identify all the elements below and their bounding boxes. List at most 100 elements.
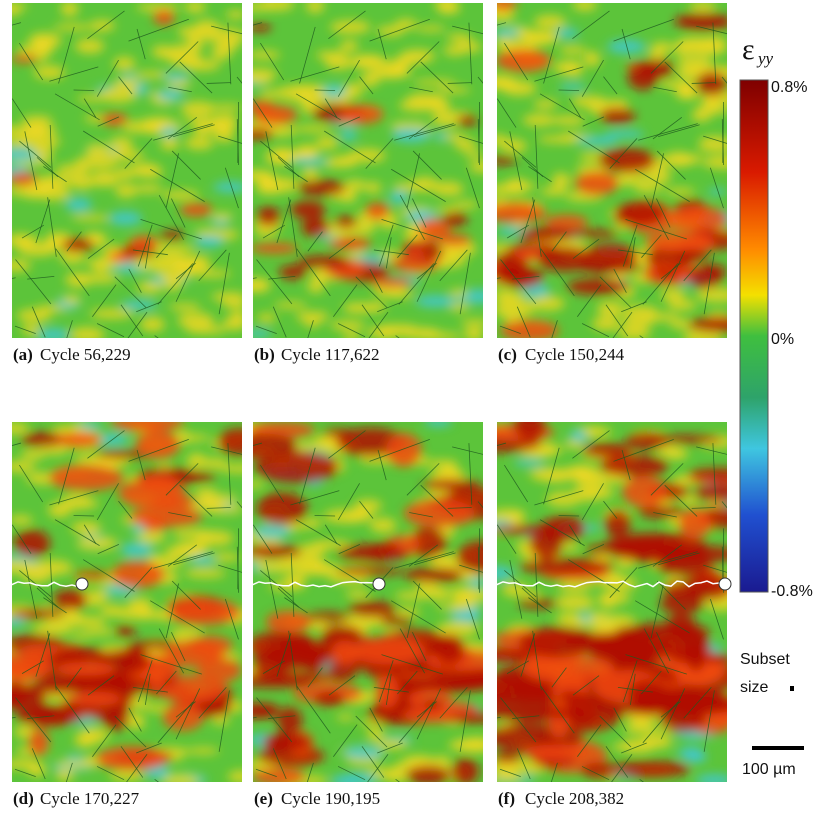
grain-boundary (87, 430, 125, 459)
blob (253, 74, 274, 85)
blob (434, 634, 465, 665)
blob (377, 330, 396, 338)
grain-boundary (295, 93, 341, 121)
grain-boundary (577, 724, 602, 758)
blob (118, 478, 186, 509)
strain-map (497, 3, 727, 338)
blob (505, 181, 536, 192)
blob (225, 10, 242, 19)
grain-boundary (314, 515, 336, 517)
grain-boundary (299, 26, 316, 84)
blob (101, 113, 129, 126)
grain-boundary (683, 686, 712, 719)
grain-boundary (66, 320, 73, 338)
grain-boundary (337, 483, 360, 521)
blob (17, 135, 61, 148)
grain-boundary (136, 742, 162, 754)
blob (278, 265, 307, 280)
blob (295, 311, 330, 322)
blob (443, 132, 466, 141)
grain-boundary (582, 544, 605, 555)
panel-caption: Cycle 208,382 (525, 789, 624, 808)
grain-boundary (27, 275, 55, 280)
grain-boundary (504, 464, 529, 503)
grain-boundary (408, 117, 439, 140)
blob (253, 544, 302, 559)
grain-boundary (153, 551, 213, 569)
blob (12, 259, 32, 272)
blob (360, 72, 380, 87)
blob (343, 82, 364, 98)
grain-boundary (581, 483, 604, 521)
grain-boundary (653, 512, 677, 518)
grain-boundary (558, 89, 580, 91)
subset-marker (790, 686, 794, 691)
grain-boundary (12, 524, 32, 554)
blob (409, 527, 447, 558)
blob (253, 50, 281, 60)
grain-boundary (656, 198, 671, 228)
grain-boundary (290, 553, 295, 617)
grain-boundary (540, 248, 575, 297)
grain-boundary (323, 130, 376, 164)
panel-label: (c) (498, 345, 517, 364)
blob (457, 115, 478, 127)
blob (569, 429, 588, 445)
blob (431, 112, 464, 127)
grain-boundary (534, 124, 539, 189)
blob (69, 327, 105, 338)
blob (211, 291, 242, 302)
grain-boundary (368, 311, 389, 338)
blob (16, 308, 52, 323)
blob (142, 117, 174, 128)
grain-boundary (639, 335, 644, 338)
grain-boundary (447, 507, 472, 509)
grain-boundary (288, 630, 298, 691)
blob (497, 156, 518, 165)
colorbar (739, 79, 769, 593)
grain-boundary (622, 224, 638, 267)
blob (540, 186, 568, 196)
blob (161, 72, 190, 82)
grain-boundary (521, 587, 544, 608)
grain-boundary (504, 42, 529, 81)
blob (537, 707, 585, 719)
grain-boundary (156, 234, 177, 258)
grain-boundary (31, 748, 46, 780)
blob (156, 88, 185, 102)
grain-boundary (47, 197, 57, 257)
blob (21, 115, 53, 126)
blob (675, 249, 710, 262)
grain-boundary (73, 515, 95, 517)
blob (497, 202, 547, 224)
blob (418, 218, 451, 240)
grain-boundary (656, 580, 686, 610)
blob (62, 237, 95, 253)
grain-boundary (168, 86, 192, 93)
grain-boundary (158, 628, 184, 674)
grain-boundary (296, 248, 331, 297)
grain-boundary (621, 742, 647, 754)
panel-label: (b) (254, 345, 275, 364)
grain-boundary (19, 464, 44, 503)
blob (301, 168, 319, 181)
blob (534, 14, 566, 29)
grain-boundary (534, 66, 584, 82)
blob (186, 747, 220, 755)
blob (581, 762, 619, 779)
blob (28, 32, 62, 49)
blob (322, 428, 356, 438)
grain-boundary (641, 234, 662, 258)
grain-boundary (66, 667, 82, 688)
grain-boundary (599, 715, 632, 748)
grain-boundary (236, 546, 239, 593)
blob (587, 611, 609, 620)
grain-boundary (337, 323, 366, 338)
blob (602, 533, 687, 561)
blob (60, 3, 79, 17)
grain-boundary (128, 268, 142, 293)
blob (443, 45, 467, 56)
grain-boundary (153, 123, 213, 141)
grain-boundary (337, 766, 366, 781)
blob (559, 46, 587, 55)
